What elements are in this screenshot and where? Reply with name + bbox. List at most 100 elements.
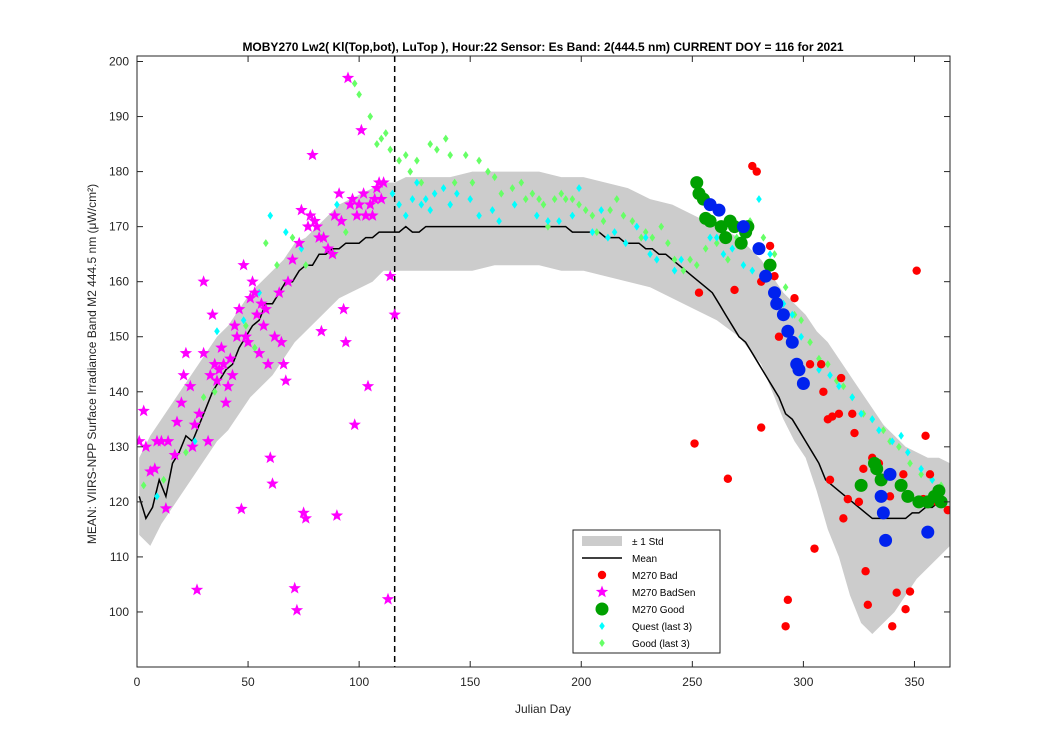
good-point-blue [879, 533, 893, 547]
badsen-point [239, 330, 252, 342]
good-last3-point [274, 261, 280, 270]
good-last3-point [289, 233, 296, 242]
badsen-point [204, 368, 217, 381]
good-point [763, 258, 777, 272]
quest-point [447, 200, 454, 209]
x-tick-label: 150 [460, 675, 480, 689]
quest-point [904, 448, 911, 457]
quest-point [836, 382, 842, 391]
good-last3-point [725, 255, 731, 264]
x-tick-label: 0 [134, 675, 141, 689]
quest-point [422, 195, 429, 204]
good-last3-point [896, 442, 902, 451]
x-tick-label: 350 [904, 675, 924, 689]
bad-point [828, 412, 837, 421]
badsen-point [235, 502, 248, 515]
quest-point [467, 195, 473, 204]
quest-point [827, 371, 833, 380]
bad-point [905, 587, 915, 596]
badsen-point [355, 123, 368, 136]
y-tick-label: 160 [109, 275, 129, 289]
quest-point [789, 310, 796, 319]
badsen-point [366, 209, 379, 221]
good-last3-point [545, 222, 551, 231]
badsen-point [352, 198, 366, 210]
legend-swatch-quest [599, 622, 605, 630]
badsen-point [215, 341, 228, 353]
good-last3-point [442, 134, 449, 143]
quest-point [283, 228, 289, 237]
badsen-point [281, 275, 295, 287]
badsen-point [335, 214, 348, 227]
good-last3-point [569, 195, 576, 204]
good-last3-point [356, 90, 362, 99]
good-last3-point [418, 178, 425, 187]
badsen-point [293, 236, 306, 249]
badsen-point [350, 209, 364, 221]
good-last3-point [918, 470, 924, 479]
good-last3-point [798, 316, 804, 325]
good-last3-point [529, 189, 536, 198]
badsen-point [346, 192, 359, 205]
good-last3-point [665, 239, 671, 248]
good-point-blue [770, 297, 784, 311]
quest-point [605, 233, 611, 242]
legend: ± 1 Std Mean M270 Bad M270 BadSen M270 Good Q… [572, 529, 721, 654]
legend-label: M270 Bad [632, 571, 678, 582]
good-point-blue [752, 242, 766, 256]
legend-label: Good (last 3) [632, 639, 690, 650]
good-last3-point [343, 228, 349, 237]
quest-point [240, 316, 247, 325]
quest-point [214, 327, 220, 336]
badsen-point [326, 247, 339, 260]
badsen-point [344, 198, 357, 210]
badsen-point [361, 379, 375, 392]
badsen-point [273, 286, 286, 298]
good-last3-point [414, 156, 420, 165]
badsen-point [359, 209, 372, 221]
bad-point [861, 567, 870, 576]
badsen-point [139, 440, 153, 453]
good-last3-point [680, 266, 687, 275]
badsen-point [299, 511, 312, 524]
chart-title: MOBY270 Lw2( Kl(Top,bot), LuTop ), Hour:… [242, 40, 843, 54]
quest-point [454, 189, 460, 198]
quest-point [653, 255, 660, 264]
quest-point [267, 211, 274, 220]
badsen-point [144, 465, 157, 477]
good-point [894, 478, 908, 492]
badsen-point [370, 181, 384, 194]
quest-point [889, 437, 896, 446]
x-tick-label: 200 [571, 675, 591, 689]
bad-point [943, 505, 950, 515]
badsen-point [264, 451, 277, 464]
quest-point [918, 464, 924, 473]
badsen-point [368, 192, 381, 205]
badsen-point [288, 581, 301, 594]
badsen-point [246, 275, 259, 287]
bad-point [925, 470, 935, 479]
badsen-point [168, 448, 181, 461]
badsen-point [372, 176, 386, 188]
legend-swatch-badsen [595, 585, 609, 598]
badsen-point [197, 275, 210, 287]
good-last3-point [880, 426, 887, 435]
good-last3-point [825, 360, 831, 369]
good-last3-point [713, 239, 720, 248]
good-point-blue [921, 525, 935, 539]
good-point-blue [796, 377, 810, 391]
good-point-blue [883, 467, 897, 481]
badsen-point [197, 346, 210, 359]
badsen-point [315, 324, 328, 337]
badsen-point [186, 440, 199, 453]
badsen-point [259, 302, 272, 315]
good-last3-point [251, 343, 258, 352]
badsen-point [208, 357, 221, 370]
good-last3-point [702, 244, 709, 253]
badsen-point [328, 209, 341, 221]
good-last3-point [522, 195, 529, 204]
quest-point [858, 409, 864, 418]
y-tick-label: 200 [109, 55, 129, 69]
bad-point [850, 428, 859, 438]
y-axis-label: MEAN: VIIRS-NPP Surface Irradiance Band … [85, 184, 99, 544]
